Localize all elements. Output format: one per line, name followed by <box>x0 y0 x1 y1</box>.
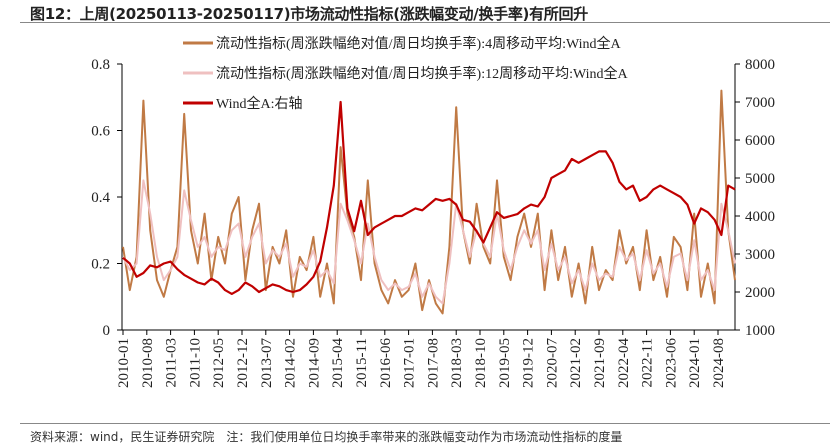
x-tick-label: 2011-10 <box>187 338 203 387</box>
x-tick-label: 2010-01 <box>116 338 132 388</box>
source-note: 资料来源：wind，民生证券研究院 注：我们使用单位日均换手率带来的涨跌幅变动作… <box>30 430 623 444</box>
x-tick-label: 2011-03 <box>164 338 180 387</box>
right-tick-label: 2000 <box>745 285 775 301</box>
right-tick-label: 4000 <box>745 209 775 225</box>
left-tick-label: 0.8 <box>91 57 110 73</box>
x-tick-label: 2014-09 <box>306 338 322 388</box>
legend-label-1: 流动性指标(周涨跌幅绝对值/周日均换手率):12周移动平均:Wind全A <box>216 65 629 82</box>
x-tick-label: 2015-04 <box>330 338 346 388</box>
x-tick-label: 2020-07 <box>544 338 560 388</box>
right-tick-label: 5000 <box>745 171 775 187</box>
left-tick-label: 0.4 <box>91 190 110 206</box>
x-tick-label: 2019-05 <box>497 338 513 388</box>
series-line-0 <box>122 89 736 315</box>
x-tick-label: 2013-07 <box>259 338 275 388</box>
x-tick-label: 2018-10 <box>473 338 489 388</box>
right-tick-label: 1000 <box>745 323 775 339</box>
left-tick-label: 0.6 <box>91 124 110 140</box>
x-tick-label: 2024-08 <box>711 338 727 388</box>
legend-label-2: Wind全A:右轴 <box>216 95 303 112</box>
x-tick-label: 2024-01 <box>687 338 703 388</box>
x-tick-label: 2012-05 <box>211 338 227 388</box>
x-tick-label: 2016-06 <box>378 338 394 388</box>
x-tick-label: 2012-12 <box>235 338 251 388</box>
x-tick-label: 2022-11 <box>640 338 656 387</box>
x-tick-label: 2010-08 <box>140 338 156 388</box>
x-tick-label: 2018-03 <box>449 338 465 388</box>
x-tick-label: 2021-09 <box>592 338 608 388</box>
right-tick-label: 7000 <box>745 95 775 111</box>
right-tick-label: 6000 <box>745 133 775 149</box>
right-tick-label: 3000 <box>745 247 775 263</box>
x-tick-label: 2022-04 <box>616 338 632 388</box>
left-tick-label: 0 <box>103 323 111 339</box>
x-tick-label: 2021-02 <box>568 338 584 388</box>
footer-divider <box>20 423 830 424</box>
series-line-1 <box>122 179 736 305</box>
x-tick-label: 2015-11 <box>354 338 370 387</box>
x-tick-label: 2019-12 <box>521 338 537 388</box>
series-line-2 <box>122 100 736 295</box>
x-tick-label: 2023-06 <box>663 338 679 388</box>
title-divider <box>20 22 830 23</box>
x-tick-label: 2017-08 <box>425 338 441 388</box>
x-tick-label: 2014-02 <box>283 338 299 388</box>
x-tick-label: 2017-01 <box>402 338 418 388</box>
left-tick-label: 0.2 <box>91 257 110 273</box>
right-tick-label: 8000 <box>745 57 775 73</box>
legend-label-0: 流动性指标(周涨跌幅绝对值/周日均换手率):4周移动平均:Wind全A <box>216 35 622 52</box>
chart-title: 图12：上周(20250113-20250117)市场流动性指标(涨跌幅变动/换… <box>30 5 588 23</box>
